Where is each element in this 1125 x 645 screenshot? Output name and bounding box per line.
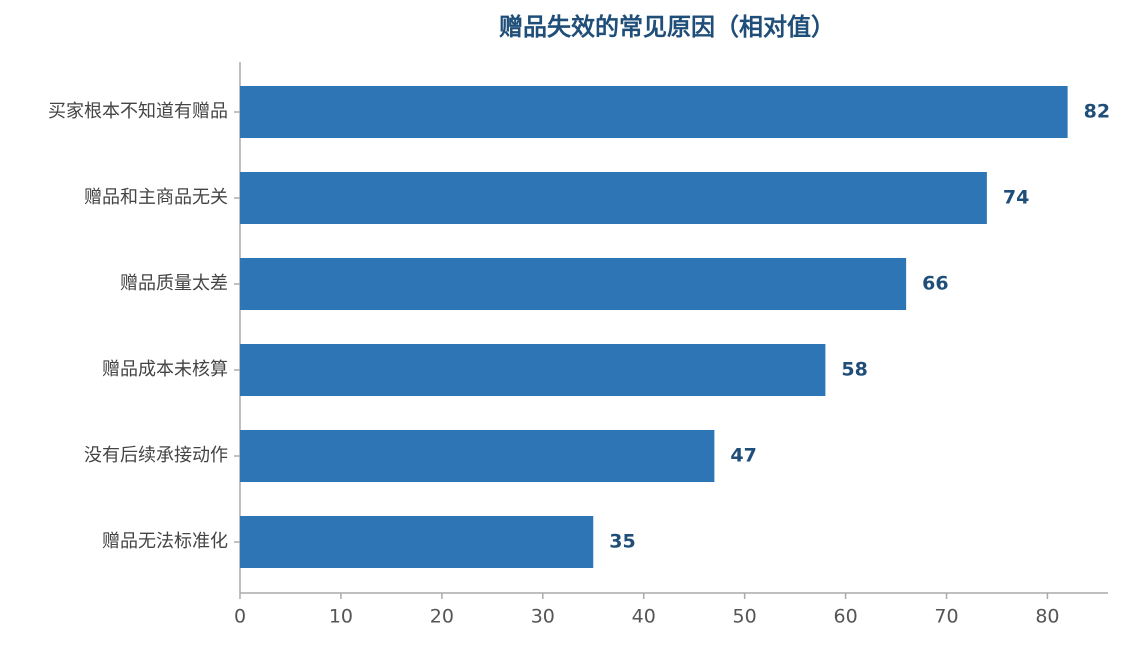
x-tick-label: 10 <box>329 606 353 628</box>
x-tick-label: 80 <box>1035 606 1059 628</box>
bar <box>240 172 987 224</box>
y-tick-label: 赠品无法标准化 <box>102 531 228 552</box>
bar <box>240 516 594 568</box>
x-tick-label: 40 <box>632 606 656 628</box>
x-tick-label: 30 <box>531 606 555 628</box>
value-label: 66 <box>922 273 948 295</box>
x-tick-label: 50 <box>733 606 757 628</box>
x-tick-label: 20 <box>430 606 454 628</box>
bar <box>240 430 715 482</box>
y-tick-label: 没有后续承接动作 <box>84 445 228 466</box>
y-tick-label: 赠品成本未核算 <box>102 359 228 380</box>
chart-title: 赠品失效的常见原因（相对值） <box>499 13 835 41</box>
x-tick-label: 70 <box>934 606 958 628</box>
bar <box>240 258 907 310</box>
value-label: 47 <box>730 445 756 467</box>
value-label: 74 <box>1003 187 1029 209</box>
x-tick-label: 0 <box>234 606 246 628</box>
value-label: 58 <box>841 359 867 381</box>
y-tick-label: 赠品和主商品无关 <box>84 187 228 208</box>
bar <box>240 86 1068 138</box>
value-label: 35 <box>609 531 635 553</box>
y-tick-label: 赠品质量太差 <box>120 273 228 294</box>
value-label: 82 <box>1084 101 1110 123</box>
bar <box>240 344 826 396</box>
y-tick-label: 买家根本不知道有赠品 <box>48 101 228 122</box>
x-tick-label: 60 <box>833 606 857 628</box>
